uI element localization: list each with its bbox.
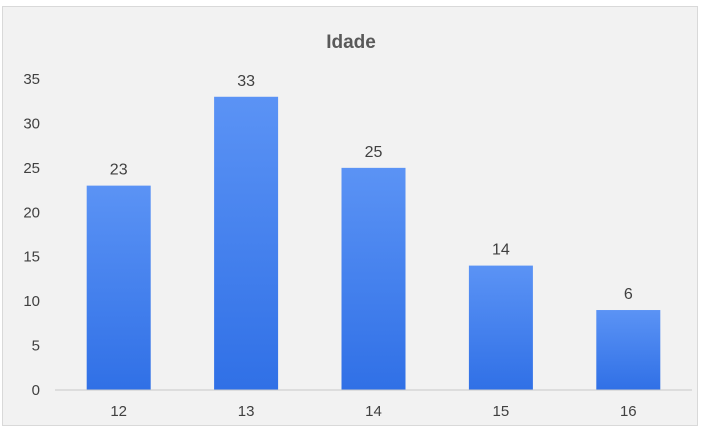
bar-series — [86, 96, 661, 391]
chart-title: Idade — [326, 32, 376, 53]
x-tick-label: 15 — [493, 403, 510, 420]
x-tick-label: 13 — [238, 403, 255, 420]
bar — [214, 96, 279, 391]
bar — [596, 310, 661, 390]
bar — [468, 265, 533, 390]
data-label: 14 — [492, 242, 510, 259]
y-tick-label: 35 — [23, 71, 40, 88]
data-labels: 23 33 25 14 6 — [110, 73, 633, 303]
data-label: 23 — [110, 162, 128, 179]
y-tick-label: 5 — [32, 338, 40, 355]
data-label: 25 — [365, 144, 383, 161]
bar — [86, 185, 151, 390]
y-tick-label: 25 — [23, 160, 40, 177]
data-label: 33 — [237, 73, 255, 90]
x-tick-label: 16 — [620, 403, 637, 420]
x-tick-label: 12 — [110, 403, 127, 420]
y-tick-label: 20 — [23, 204, 40, 221]
y-tick-label: 15 — [23, 249, 40, 266]
y-axis: 0 5 10 15 20 25 30 35 — [23, 71, 40, 399]
y-tick-label: 0 — [32, 382, 40, 399]
y-tick-label: 10 — [23, 293, 40, 310]
y-tick-label: 30 — [23, 115, 40, 132]
x-axis: 12 13 14 15 16 — [110, 403, 636, 420]
data-label: 6 — [624, 286, 633, 303]
x-tick-label: 14 — [365, 403, 382, 420]
bar — [341, 167, 406, 390]
